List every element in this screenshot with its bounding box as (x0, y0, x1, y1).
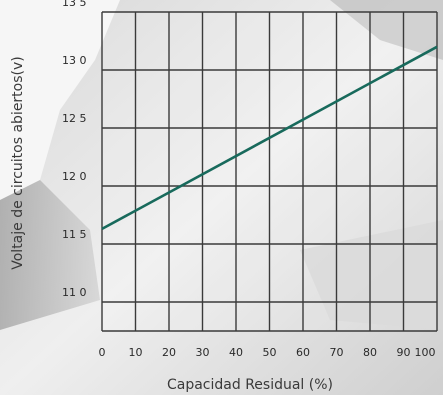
series-layer (101, 45, 438, 231)
grid (101, 11, 438, 332)
y-tick-label: 13 5 (62, 0, 87, 9)
x-tick-label: 20 (162, 346, 176, 359)
x-axis-title: Capacidad Residual (%) (167, 377, 333, 393)
y-tick-label: 11 0 (62, 286, 87, 299)
x-tick-label: 70 (330, 346, 344, 359)
x-axis-ticks: 0 10 20 30 40 50 60 70 80 90 100 (99, 346, 436, 359)
y-axis-title: Voltaje de circuitos abiertos(v) (10, 56, 26, 270)
x-tick-label: 40 (229, 346, 243, 359)
x-tick-label: 90 (397, 346, 411, 359)
y-axis-ticks: 11 0 11 5 12 0 12 5 13 0 13 5 (62, 0, 87, 299)
y-tick-label: 12 0 (62, 170, 87, 183)
x-tick-label: 30 (196, 346, 210, 359)
x-tick-label: 60 (296, 346, 310, 359)
y-tick-label: 12 5 (62, 112, 87, 125)
y-tick-label: 11 5 (62, 228, 87, 241)
series-line (101, 45, 438, 231)
x-tick-label: 80 (363, 346, 377, 359)
x-tick-label: 10 (129, 346, 143, 359)
x-tick-label: 0 (99, 346, 106, 359)
x-tick-label: 50 (263, 346, 277, 359)
x-tick-label: 100 (415, 346, 436, 359)
y-tick-label: 13 0 (62, 54, 87, 67)
